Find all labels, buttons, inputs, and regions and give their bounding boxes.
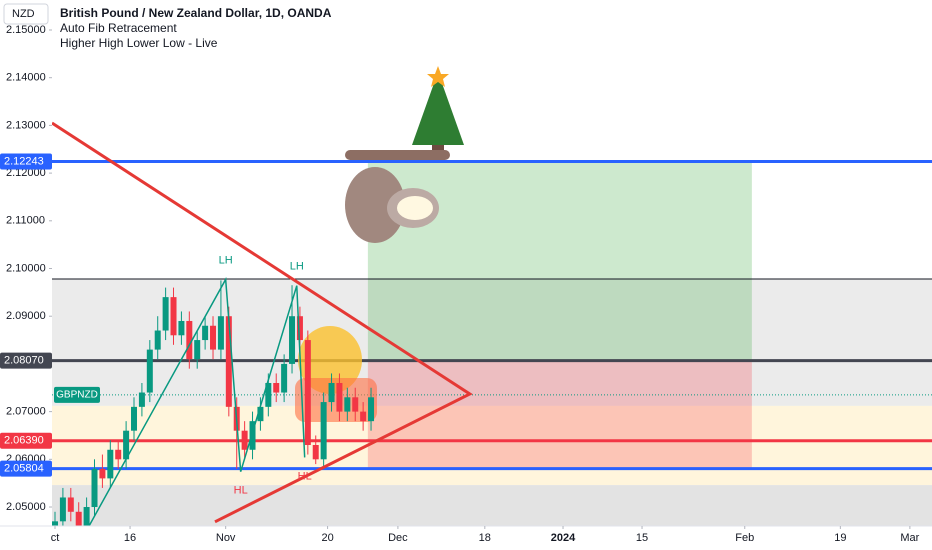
pivot-label: HL <box>234 485 248 497</box>
price-tag <box>0 432 52 449</box>
price-tag-label: 2.12243 <box>4 155 44 167</box>
candle-body <box>154 330 161 350</box>
y-tick-label: 2.12000 <box>6 167 46 179</box>
pivot-label: HL <box>298 470 312 482</box>
chart-title: British Pound / New Zealand Dollar, 1D, … <box>60 6 332 20</box>
candle-body <box>320 402 327 460</box>
candle-body <box>352 397 359 412</box>
candle-body <box>368 397 375 422</box>
y-tick-label: 2.10000 <box>6 262 46 274</box>
candle-body <box>289 316 296 364</box>
candle-body <box>123 430 130 460</box>
candle-body <box>336 382 343 412</box>
candle-body <box>170 297 177 336</box>
candle-body <box>162 297 169 331</box>
price-tag-label: 2.08070 <box>4 354 44 366</box>
candle-body <box>186 320 193 360</box>
y-tick-label: 2.13000 <box>6 119 46 131</box>
candle-body <box>241 430 248 450</box>
candle-body <box>107 449 114 479</box>
candle-body <box>138 392 145 407</box>
y-tick-label: 2.09000 <box>6 310 46 322</box>
x-tick-label: ct <box>51 532 60 544</box>
price-axis <box>0 0 52 550</box>
candle-body <box>115 449 122 460</box>
candle-body <box>59 497 66 522</box>
symbol-tag-label: GBPNZD <box>56 390 98 401</box>
candle-body <box>225 316 232 407</box>
candle-body <box>131 406 138 431</box>
candle-body <box>344 397 351 412</box>
candle-body <box>67 497 74 512</box>
candle-body <box>257 406 264 422</box>
candle-body <box>75 511 82 531</box>
indicator-label: Higher High Lower Low - Live <box>60 36 218 50</box>
fib-zone <box>52 485 932 526</box>
candle-body <box>83 507 90 531</box>
candle-body <box>202 325 209 341</box>
y-tick-label: 2.14000 <box>6 72 46 84</box>
y-tick-label: 2.05000 <box>6 501 46 513</box>
price-tag <box>0 460 52 477</box>
price-tag-label: 2.06390 <box>4 435 44 447</box>
candle-body <box>91 468 98 508</box>
candle-body <box>210 325 217 350</box>
candle-body <box>360 411 367 422</box>
trendline <box>51 121 473 524</box>
person-head <box>298 326 362 394</box>
y-tick-label: 2.15000 <box>6 24 46 36</box>
fib-zone <box>52 405 932 486</box>
currency-label: NZD <box>12 8 35 20</box>
zigzag <box>88 276 306 527</box>
candle-body <box>312 445 319 460</box>
indicator-label: Auto Fib Retracement <box>60 21 177 35</box>
x-tick-label: Mar <box>900 532 919 544</box>
symbol-tag <box>54 386 100 403</box>
candle-body <box>281 363 288 393</box>
x-tick-label: Nov <box>216 532 236 544</box>
tree-star <box>427 66 449 87</box>
pivot-label: LH <box>219 254 233 266</box>
tree <box>412 72 464 145</box>
currency-box <box>3 3 49 25</box>
x-tick-label: 19 <box>834 532 846 544</box>
time-axis <box>0 526 932 550</box>
candle-body <box>99 468 106 479</box>
x-tick-label: 20 <box>321 532 333 544</box>
x-tick-label: Feb <box>735 532 754 544</box>
pivot-label: LH <box>290 261 304 273</box>
candle-body <box>265 382 272 407</box>
candle-body <box>178 320 185 336</box>
candle-body <box>146 349 153 393</box>
candle-body <box>273 382 280 393</box>
y-tick-label: 2.11000 <box>6 215 45 227</box>
candle-body <box>328 382 335 403</box>
price-tag-label: 2.05804 <box>4 463 44 475</box>
candle-body <box>217 316 224 350</box>
x-tick-label: Dec <box>388 532 408 544</box>
price-tag <box>0 352 52 369</box>
candle-body <box>249 421 256 450</box>
x-tick-label: 18 <box>479 532 491 544</box>
price-tag <box>0 153 52 170</box>
x-tick-label: 15 <box>636 532 648 544</box>
sloth-face <box>397 196 433 220</box>
sloth-body <box>345 167 405 243</box>
x-tick-label: 16 <box>124 532 136 544</box>
candle-body <box>304 340 311 446</box>
candle-body <box>296 316 303 341</box>
x-tick-label: 2024 <box>551 532 576 544</box>
y-tick-label: 2.07000 <box>6 406 46 418</box>
branch <box>345 150 450 160</box>
candle-body <box>194 340 201 360</box>
